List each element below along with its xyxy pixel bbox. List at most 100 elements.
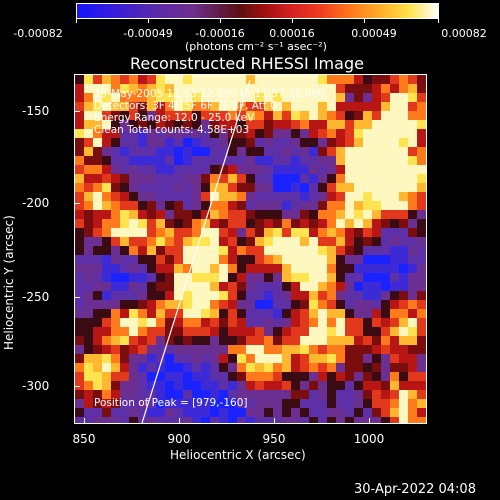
heatmap-cell [273, 246, 282, 255]
heatmap-cell [264, 237, 273, 246]
heatmap-cell [84, 210, 93, 219]
heatmap-cell [75, 255, 84, 264]
heatmap-cell [399, 255, 408, 264]
heatmap-cell [147, 246, 156, 255]
heatmap-cell [165, 228, 174, 237]
heatmap-cell [147, 282, 156, 291]
heatmap-cell [183, 246, 192, 255]
heatmap-cell [75, 156, 84, 165]
heatmap-cell [255, 219, 264, 228]
heatmap-cell [372, 201, 381, 210]
heatmap-cell [282, 264, 291, 273]
heatmap-cell [147, 381, 156, 390]
heatmap-cell [246, 408, 255, 417]
heatmap-cell [354, 336, 363, 345]
heatmap-cell [210, 228, 219, 237]
heatmap-cell [165, 390, 174, 399]
heatmap-cell [138, 120, 147, 129]
heatmap-cell [147, 354, 156, 363]
heatmap-cell [129, 156, 138, 165]
heatmap-cell [408, 372, 417, 381]
heatmap-cell [300, 255, 309, 264]
heatmap-cell [219, 201, 228, 210]
heatmap-cell [246, 300, 255, 309]
heatmap-cell [129, 210, 138, 219]
heatmap-cell [381, 156, 390, 165]
heatmap-cell [255, 372, 264, 381]
heatmap-cell [138, 210, 147, 219]
heatmap-cell [282, 102, 291, 111]
heatmap-cell [345, 399, 354, 408]
heatmap-cell [255, 183, 264, 192]
heatmap-cell [102, 129, 111, 138]
heatmap-cell [354, 273, 363, 282]
heatmap-cell [291, 138, 300, 147]
heatmap-cell [129, 174, 138, 183]
heatmap-cell [282, 309, 291, 318]
heatmap-cell [327, 399, 336, 408]
heatmap-cell [354, 237, 363, 246]
heatmap-cell [228, 183, 237, 192]
x-tick [369, 418, 370, 424]
heatmap-cell [381, 129, 390, 138]
heatmap-cell [246, 363, 255, 372]
heatmap-cell [201, 372, 210, 381]
heatmap-cell [129, 255, 138, 264]
heatmap-cell [381, 354, 390, 363]
heatmap-cell [156, 102, 165, 111]
heatmap-cell [93, 417, 102, 423]
heatmap-cell [111, 345, 120, 354]
colorbar-tick [148, 19, 149, 23]
heatmap-cell [273, 399, 282, 408]
heatmap-cell [399, 282, 408, 291]
heatmap-cell [363, 111, 372, 120]
heatmap-cell [390, 129, 399, 138]
heatmap-cell [138, 129, 147, 138]
heatmap-cell [372, 354, 381, 363]
heatmap-cell [327, 156, 336, 165]
heatmap-cell [147, 399, 156, 408]
heatmap-cell [336, 309, 345, 318]
heatmap-cell [102, 417, 111, 423]
heatmap-cell [129, 354, 138, 363]
heatmap-cell [273, 192, 282, 201]
heatmap-cell [318, 210, 327, 219]
heatmap-cell [291, 336, 300, 345]
heatmap-cell [381, 165, 390, 174]
heatmap-cell [129, 84, 138, 93]
heatmap-cell [237, 219, 246, 228]
heatmap-cell [255, 111, 264, 120]
heatmap-cell [291, 264, 300, 273]
heatmap-cell [255, 309, 264, 318]
heatmap-cell [147, 201, 156, 210]
heatmap-cell [246, 291, 255, 300]
heatmap-cell [84, 336, 93, 345]
heatmap-cell [219, 129, 228, 138]
heatmap-cell [300, 345, 309, 354]
heatmap-cell [372, 156, 381, 165]
heatmap-cell [327, 165, 336, 174]
heatmap-cell [417, 120, 426, 129]
heatmap-cell [246, 84, 255, 93]
heatmap-cell [237, 237, 246, 246]
heatmap-cell [210, 111, 219, 120]
heatmap-cell [246, 381, 255, 390]
heatmap-cell [138, 219, 147, 228]
heatmap-cell [201, 183, 210, 192]
heatmap-cell [381, 219, 390, 228]
heatmap-cell [372, 129, 381, 138]
heatmap-cell [93, 300, 102, 309]
heatmap-cell [408, 156, 417, 165]
heatmap-cell [102, 75, 111, 84]
heatmap-cell [111, 174, 120, 183]
heatmap-cell [327, 372, 336, 381]
heatmap-cell [201, 210, 210, 219]
heatmap-cell [165, 75, 174, 84]
heatmap-cell [228, 408, 237, 417]
heatmap-cell [129, 327, 138, 336]
heatmap-cell [156, 399, 165, 408]
heatmap-cell [408, 408, 417, 417]
heatmap-cell [390, 156, 399, 165]
heatmap-cell [183, 156, 192, 165]
heatmap-cell [309, 219, 318, 228]
